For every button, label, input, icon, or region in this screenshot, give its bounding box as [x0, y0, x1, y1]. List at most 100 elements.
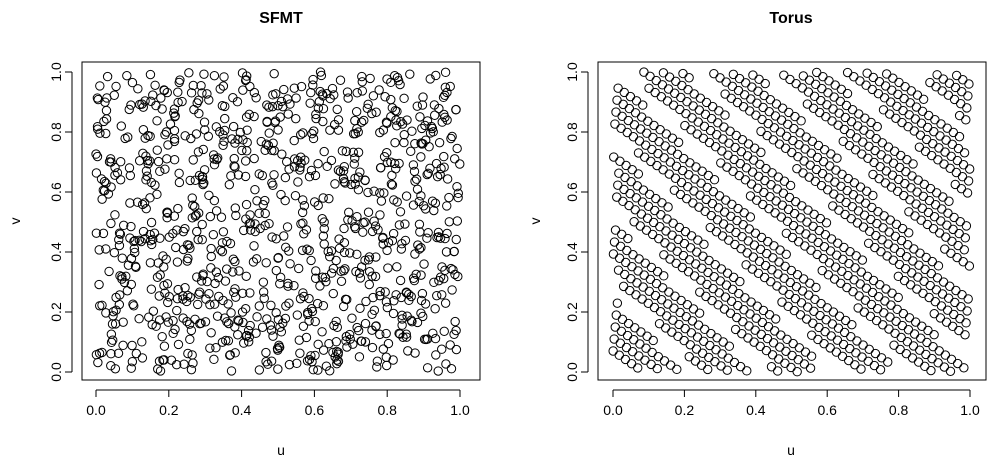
torus-point [610, 119, 620, 129]
sfmt-point [188, 200, 198, 210]
torus-point [781, 228, 792, 238]
torus-point [885, 312, 895, 322]
sfmt-point [93, 357, 103, 368]
sfmt-point [350, 153, 360, 163]
sfmt-point [106, 157, 116, 167]
sfmt-point [305, 98, 315, 108]
torus-point [662, 311, 672, 321]
torus-point [889, 340, 899, 350]
torus-point [868, 275, 879, 286]
torus-point [651, 278, 662, 289]
torus-point [789, 208, 800, 219]
torus-point [666, 242, 676, 252]
sfmt-point [314, 96, 325, 107]
torus-point [779, 273, 789, 283]
torus-point [724, 341, 735, 351]
torus-point [725, 126, 735, 136]
sfmt-point [117, 274, 127, 284]
torus-point [960, 233, 971, 243]
torus-point [832, 335, 843, 345]
sfmt-point [269, 170, 279, 180]
torus-point [813, 334, 823, 345]
sfmt-point [155, 366, 166, 376]
sfmt-point [179, 359, 189, 369]
torus-point [793, 152, 803, 162]
torus-point [626, 273, 636, 284]
sfmt-point [162, 87, 172, 98]
torus-point [775, 127, 786, 137]
sfmt-point [109, 247, 120, 258]
sfmt-point [262, 117, 272, 127]
torus-point [833, 323, 844, 333]
sfmt-point [244, 337, 254, 347]
torus-point [621, 160, 631, 171]
sfmt-point [440, 298, 451, 308]
torus-point [714, 191, 725, 201]
sfmt-point [390, 137, 400, 148]
torus-point [957, 86, 967, 97]
sfmt-point [169, 125, 180, 136]
torus-point [781, 249, 791, 260]
torus-point [849, 178, 860, 188]
torus-point [768, 338, 779, 348]
torus-point [751, 195, 762, 205]
torus-point [740, 293, 750, 303]
torus-point [828, 201, 838, 211]
sfmt-point [433, 366, 443, 376]
torus-point [688, 304, 699, 314]
torus-point [711, 227, 722, 237]
torus-point [935, 313, 946, 323]
torus-point [816, 95, 826, 106]
torus-point [843, 270, 853, 281]
torus-point [682, 97, 692, 107]
torus-point [629, 217, 639, 227]
sfmt-point [350, 179, 360, 189]
sfmt-point [226, 366, 237, 376]
torus-point [755, 341, 765, 352]
torus-point [949, 94, 960, 105]
torus-point [720, 292, 731, 302]
torus-point [874, 173, 884, 184]
torus-point [948, 224, 958, 235]
torus-point [680, 226, 691, 237]
sfmt-point [422, 233, 432, 243]
sfmt-point [397, 314, 407, 324]
torus-point [716, 361, 726, 371]
sfmt-point [145, 258, 156, 268]
torus-y-axis: 0.00.20.40.60.81.0 [564, 62, 589, 382]
sfmt-point [168, 228, 178, 239]
torus-point [936, 216, 946, 226]
torus-y-tick-label: 0.6 [564, 182, 580, 202]
torus-point [666, 145, 677, 155]
torus-point [765, 95, 776, 105]
torus-point [847, 202, 857, 212]
torus-point [870, 348, 881, 359]
sfmt-point [261, 258, 271, 268]
torus-point [677, 165, 688, 176]
sfmt-point [258, 287, 269, 297]
sfmt-point [325, 93, 335, 104]
torus-point [705, 222, 715, 233]
torus-point [826, 234, 837, 244]
torus-point [781, 346, 791, 356]
torus-point [873, 88, 884, 99]
torus-point [652, 363, 662, 374]
torus-point [615, 156, 625, 166]
torus-point [938, 277, 949, 287]
torus-point [663, 299, 673, 309]
sfmt-y-tick-label: 0.8 [48, 122, 64, 142]
torus-point [650, 290, 661, 301]
torus-point [608, 346, 618, 356]
torus-point [684, 73, 694, 83]
sfmt-point [239, 225, 249, 236]
torus-point [796, 298, 807, 308]
sfmt-point [311, 109, 321, 120]
torus-point [784, 107, 794, 118]
sfmt-point [150, 180, 160, 190]
torus-point [665, 360, 676, 370]
torus-point [923, 207, 934, 218]
torus-point [639, 67, 649, 77]
torus-point [747, 167, 758, 177]
sfmt-point [148, 90, 158, 100]
torus-point [942, 305, 953, 315]
